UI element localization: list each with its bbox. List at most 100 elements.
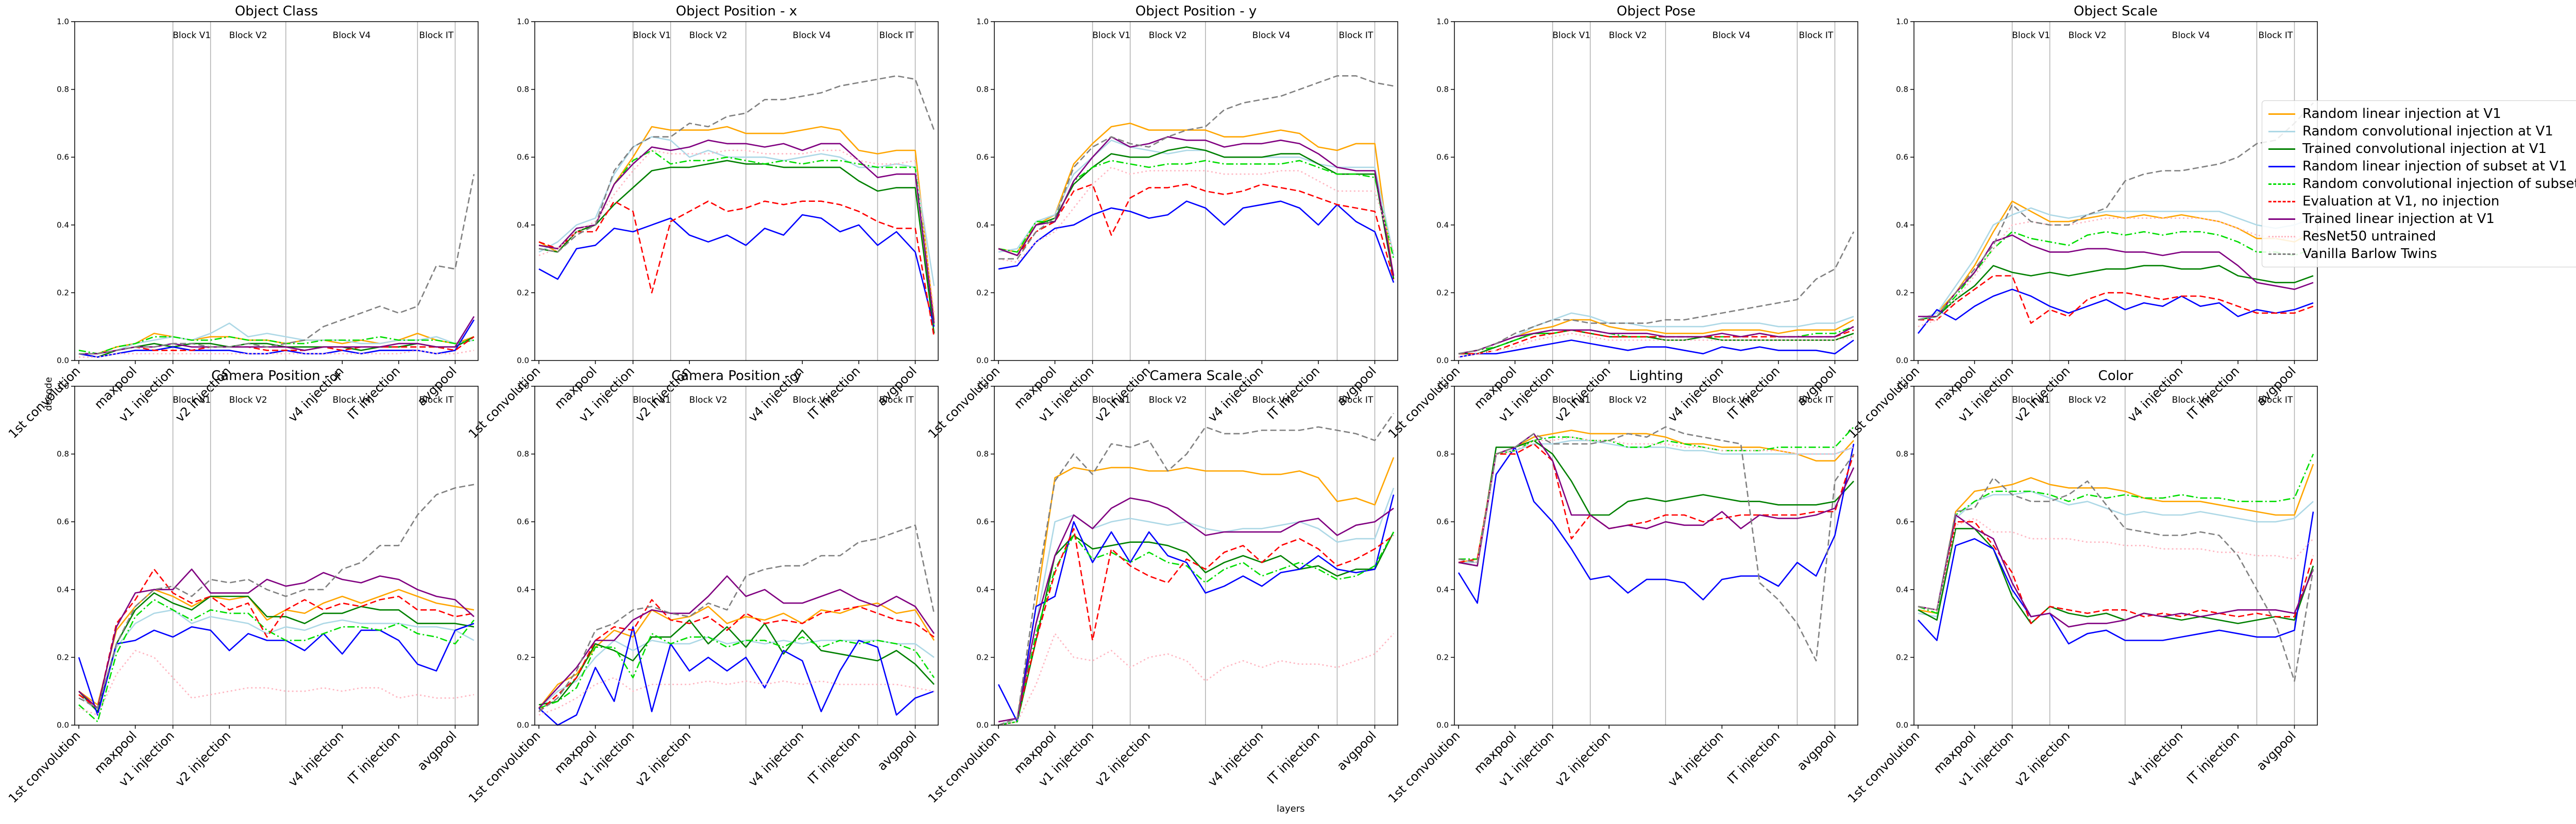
block-label: Block V4 bbox=[2172, 395, 2210, 405]
y-tick-label: 0.8 bbox=[1896, 85, 1908, 94]
subplot-9: Lighting Block V1 Block V2 Block V4 Block IT… bbox=[1385, 368, 1858, 806]
series-line-9 bbox=[538, 524, 935, 712]
series-line-8 bbox=[1458, 436, 1854, 563]
x-tick-label: v4 injection bbox=[745, 728, 807, 789]
series-line-4 bbox=[1458, 339, 1854, 358]
x-tick-label: 1st convolution bbox=[1845, 728, 1922, 805]
series-line-4 bbox=[538, 626, 935, 726]
series-line-5 bbox=[538, 633, 935, 709]
x-tick-label: v4 injection bbox=[285, 728, 347, 789]
legend-swatch bbox=[2268, 218, 2295, 220]
y-tick-label: 0.6 bbox=[1436, 517, 1449, 526]
legend-item: Trained linear injection at V1 bbox=[2268, 210, 2576, 228]
subplot-5: Object Scale Block V1 Block V2 Block V4 Bloc… bbox=[1845, 4, 2318, 441]
block-label: Block IT bbox=[879, 395, 914, 405]
x-tick-label: v4 injection bbox=[2125, 728, 2186, 789]
x-tick-label: v2 injection bbox=[633, 728, 694, 789]
block-label: Block V4 bbox=[793, 30, 831, 41]
series-line-3 bbox=[1459, 329, 1854, 355]
block-label: Block V1 bbox=[2012, 30, 2050, 41]
block-label: Block IT bbox=[2259, 395, 2293, 405]
block-label: Block V2 bbox=[689, 395, 727, 405]
block-label: Block V4 bbox=[2172, 30, 2210, 41]
series-line-7 bbox=[1458, 326, 1854, 355]
x-tick-label: IT injection bbox=[1724, 728, 1783, 786]
y-tick-label: 0.0 bbox=[976, 356, 989, 365]
legend-item: Random linear injection at V1 bbox=[2268, 105, 2576, 123]
y-tick-label: 0.6 bbox=[517, 517, 529, 526]
y-tick-label: 1.0 bbox=[1436, 382, 1449, 391]
y-tick-label: 0.4 bbox=[517, 585, 529, 594]
series-line-9 bbox=[998, 75, 1394, 260]
series-line-5 bbox=[998, 160, 1395, 259]
y-tick-label: 0.2 bbox=[1896, 653, 1908, 662]
block-label: Block V4 bbox=[333, 30, 371, 41]
series-line-7 bbox=[998, 497, 1394, 723]
block-label: Block V2 bbox=[229, 30, 267, 41]
series-line-5 bbox=[78, 336, 474, 355]
subplot-title: Camera Scale bbox=[1149, 368, 1242, 384]
y-tick-label: 0.6 bbox=[57, 152, 69, 162]
series-line-5 bbox=[538, 149, 935, 327]
legend-swatch bbox=[2268, 165, 2295, 167]
x-tick-label: v2 injection bbox=[1552, 728, 1614, 789]
series-line-6 bbox=[538, 599, 935, 712]
subplot-title: Object Pose bbox=[1617, 4, 1696, 19]
y-tick-label: 0.2 bbox=[976, 288, 989, 297]
series-line-2 bbox=[538, 636, 935, 709]
x-tick-label: IT injection bbox=[1724, 364, 1783, 422]
series-line-1 bbox=[998, 457, 1395, 726]
x-tick-label: IT injection bbox=[2184, 728, 2242, 786]
x-tick-label: avgpool bbox=[414, 728, 459, 773]
x-tick-label: v4 injection bbox=[2125, 364, 2186, 425]
y-tick-label: 0.4 bbox=[976, 220, 989, 230]
subplot-title: Object Position - x bbox=[676, 4, 797, 19]
block-label: Block V2 bbox=[1609, 395, 1647, 405]
series-line-1 bbox=[538, 126, 935, 320]
legend-swatch bbox=[2268, 148, 2295, 150]
series-line-3 bbox=[538, 160, 935, 334]
y-tick-label: 0.2 bbox=[1896, 288, 1908, 297]
y-tick-label: 0.4 bbox=[976, 585, 989, 594]
series-line-7 bbox=[998, 136, 1395, 276]
y-tick-label: 1.0 bbox=[517, 382, 529, 391]
legend-label: Random convolutional injection of subset… bbox=[2302, 176, 2576, 192]
legend-label: Random convolutional injection at V1 bbox=[2302, 124, 2553, 139]
y-tick-label: 0.8 bbox=[517, 450, 529, 459]
series-line-3 bbox=[538, 619, 935, 706]
series-line-8 bbox=[1918, 217, 2314, 328]
x-tick-label: IT injection bbox=[805, 364, 863, 422]
subplot-4: Object Pose Block V1 Block V2 Block V4 Block… bbox=[1385, 4, 1858, 441]
y-tick-label: 0.6 bbox=[1436, 152, 1449, 162]
series-line-8 bbox=[79, 350, 474, 358]
x-tick-label: avgpool bbox=[1794, 728, 1839, 773]
x-tick-label: avgpool bbox=[874, 728, 919, 773]
series-line-6 bbox=[1918, 275, 2314, 324]
block-label: Block IT bbox=[1339, 395, 1374, 405]
y-tick-label: 0.6 bbox=[976, 517, 989, 526]
series-line-3 bbox=[1918, 265, 2314, 321]
series-line-1 bbox=[1918, 200, 2314, 321]
x-tick-label: v2 injection bbox=[1092, 728, 1154, 789]
subplot-7: Camera Position - y Block V1 Block V2 Block… bbox=[466, 368, 939, 806]
series-line-3 bbox=[998, 531, 1395, 726]
legend-item: Vanilla Barlow Twins bbox=[2268, 245, 2576, 263]
y-tick-label: 1.0 bbox=[57, 382, 69, 391]
block-label: Block V4 bbox=[1713, 395, 1751, 405]
y-tick-label: 0.8 bbox=[57, 450, 69, 459]
series-line-3 bbox=[1918, 528, 2314, 624]
legend-item: Random linear injection of subset at V1 bbox=[2268, 158, 2576, 175]
subplot-frame bbox=[534, 386, 939, 726]
block-label: Block V1 bbox=[173, 30, 211, 41]
series-line-9 bbox=[1458, 231, 1855, 355]
series-line-1 bbox=[1918, 464, 2314, 614]
y-tick-label: 0.0 bbox=[1436, 356, 1449, 365]
subplot-10: Color Block V1 Block V2 Block V4 Block IT 0.0… bbox=[1845, 368, 2318, 806]
y-tick-label: 0.6 bbox=[57, 517, 69, 526]
x-tick-label: 1st convolution bbox=[466, 728, 543, 805]
y-tick-label: 0.6 bbox=[1896, 152, 1908, 162]
y-tick-label: 1.0 bbox=[57, 17, 69, 26]
block-label: Block IT bbox=[2259, 30, 2293, 41]
series-line-7 bbox=[78, 569, 474, 709]
x-tick-label: 1st convolution bbox=[1385, 364, 1463, 441]
